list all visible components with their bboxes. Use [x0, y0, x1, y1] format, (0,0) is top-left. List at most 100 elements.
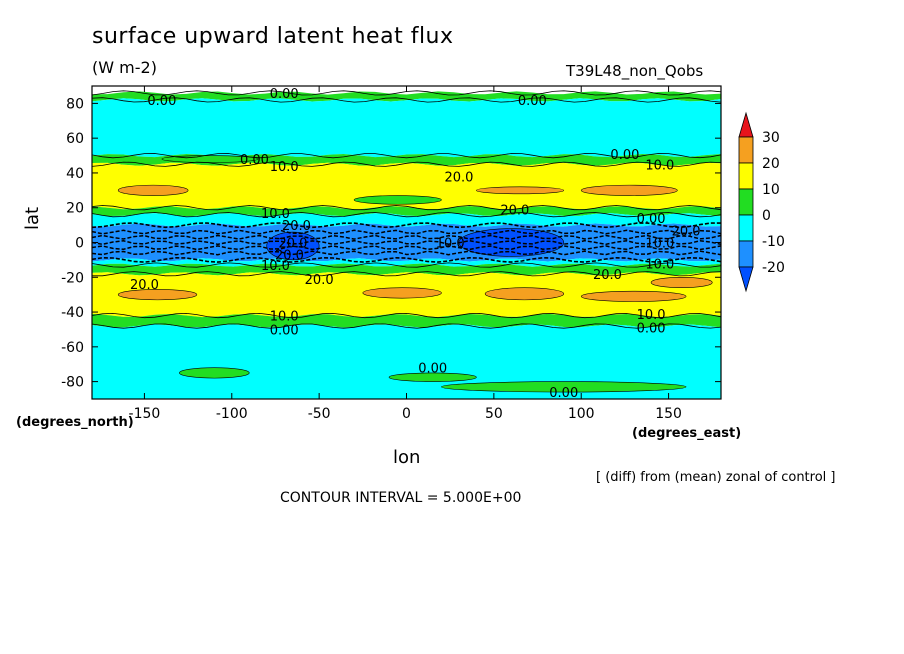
contour-label: 0.00: [610, 148, 639, 163]
contour-label: 20.0: [305, 273, 334, 288]
contour-label: 0.00: [637, 212, 666, 227]
flux-patch: [441, 381, 687, 393]
contour-line-dashed: [92, 229, 721, 235]
colorbar-bin: [738, 136, 754, 164]
run-id-label: T39L48_non_Qobs: [566, 62, 704, 80]
contour-line-dashed: [92, 239, 721, 246]
zonal-band: [92, 91, 721, 102]
colorbar-bin: [738, 240, 754, 268]
colorbar-bin: [738, 214, 754, 242]
colorbar: 30 20 10 0 -10 -20: [738, 111, 785, 293]
contour-line: [92, 262, 721, 268]
y-tick-label: -40: [61, 305, 84, 321]
x-tick-layer: -150 -100 -50 0 50 100 150: [129, 86, 682, 422]
band-layer: [92, 86, 721, 399]
contour-line: [92, 222, 721, 229]
flux-patch: [580, 184, 678, 196]
contour-label: 0.00: [518, 94, 547, 109]
contour-label: 10.0: [261, 207, 290, 222]
zonal-band: [92, 324, 721, 399]
contour-label: 10.0: [261, 259, 290, 274]
x-tick-label: 50: [485, 406, 503, 422]
x-tick-label: 150: [655, 406, 682, 422]
contour-label: 0.00: [270, 87, 299, 102]
flux-patch: [117, 289, 198, 301]
flux-patch: [650, 276, 713, 289]
contour-label: 0.00: [147, 94, 176, 109]
flux-patch: [484, 287, 565, 301]
units-label: (W m-2): [92, 58, 157, 77]
contour-line-dashed: [92, 250, 721, 256]
x-tick-label: -50: [308, 406, 331, 422]
contour-label: 10.0: [270, 160, 299, 175]
flux-patch: [476, 186, 565, 195]
colorbar-label: 10: [762, 182, 780, 198]
contour-line: [92, 323, 721, 329]
x-tick-label: -100: [216, 406, 248, 422]
x-axis-units: (degrees_east): [632, 426, 742, 441]
x-tick-label: 0: [402, 406, 411, 422]
diff-note: [ (diff) from (mean) zonal of control ]: [596, 470, 836, 485]
flux-patch: [580, 290, 687, 302]
y-tick-layer: -80 -60 -40 -20 0 20 40 60 80: [61, 96, 721, 391]
contour-line-layer: [92, 90, 721, 329]
contour-label: 10.0: [436, 237, 465, 252]
colorbar-bin: [738, 162, 754, 190]
y-tick-label: -20: [61, 270, 84, 286]
contour-label: 20.0: [593, 268, 622, 283]
colorbar-label: 0: [762, 208, 771, 224]
colorbar-cap-bottom: [738, 266, 754, 293]
flux-patch: [353, 195, 442, 205]
contour-label: 10.0: [645, 257, 674, 272]
flux-patch: [362, 287, 442, 299]
x-tick-label: 100: [568, 406, 595, 422]
flux-patch: [117, 184, 189, 196]
zonal-band: [92, 263, 721, 276]
zonal-band: [92, 162, 721, 210]
y-tick-label: -80: [61, 375, 84, 391]
colorbar-label: -10: [762, 234, 785, 250]
zonal-band: [92, 223, 721, 262]
contour-label: 10.0: [637, 308, 666, 323]
patch-layer: [117, 155, 713, 393]
contour-line-dashed: [92, 245, 721, 251]
x-axis-label: lon: [393, 447, 421, 468]
colorbar-label: 30: [762, 130, 780, 146]
flux-patch: [388, 372, 477, 382]
contour-label: 0.00: [549, 386, 578, 401]
y-tick-label: -60: [61, 340, 84, 356]
flux-patch: [179, 367, 250, 379]
contour-label: 10.0: [645, 158, 674, 173]
colorbar-bin: [738, 188, 754, 216]
contour-line: [92, 212, 721, 218]
contour-label: 20.0: [500, 203, 529, 218]
contour-interval-label: CONTOUR INTERVAL = 5.000E+00: [280, 490, 522, 506]
contour-label: 20.0: [278, 237, 307, 252]
contour-label: 20.0: [672, 224, 701, 239]
contour-label: 0.00: [637, 322, 666, 337]
contour-label: 20.0: [275, 249, 304, 264]
colorbar-label: -20: [762, 260, 785, 276]
contour-label: 20.0: [282, 219, 311, 234]
y-axis-units: (degrees_north): [16, 415, 134, 430]
contour-line: [92, 153, 721, 159]
contour-label: 20.0: [130, 278, 159, 293]
y-tick-label: 80: [66, 96, 84, 112]
contour-label: 20.0: [444, 170, 473, 185]
y-tick-label: 60: [66, 131, 84, 147]
y-tick-label: 40: [66, 166, 84, 182]
zonal-band: [92, 98, 721, 158]
contour-line-dashed: [92, 234, 721, 240]
contour-line: [92, 256, 721, 263]
contour-line: [92, 205, 721, 211]
y-tick-label: 0: [75, 236, 84, 252]
y-tick-label: 20: [66, 201, 84, 217]
contour-line: [92, 312, 721, 319]
colorbar-label: 20: [762, 156, 780, 172]
contour-label: 0.00: [270, 323, 299, 338]
contour-line: [92, 161, 721, 167]
chart-title: surface upward latent heat flux: [92, 24, 454, 49]
contour-label: 10.0: [645, 237, 674, 252]
